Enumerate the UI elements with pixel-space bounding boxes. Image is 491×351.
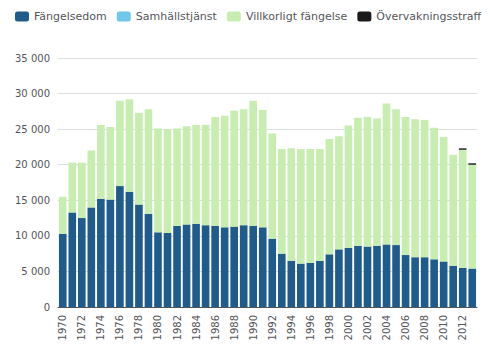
svg-text:Övervakningsstraff: Övervakningsstraff — [376, 10, 481, 23]
svg-text:1988: 1988 — [229, 315, 240, 340]
svg-text:1992: 1992 — [267, 315, 278, 340]
svg-text:1986: 1986 — [210, 315, 221, 340]
svg-text:2010: 2010 — [438, 315, 449, 340]
svg-text:1970: 1970 — [57, 315, 68, 340]
svg-text:Samhällstjänst: Samhällstjänst — [136, 10, 218, 23]
svg-text:25 000: 25 000 — [15, 124, 50, 135]
svg-text:1974: 1974 — [95, 315, 106, 340]
svg-text:2008: 2008 — [419, 315, 430, 340]
svg-text:1978: 1978 — [133, 315, 144, 340]
svg-text:5 000: 5 000 — [21, 266, 50, 277]
svg-text:1990: 1990 — [248, 315, 259, 340]
svg-text:1996: 1996 — [305, 315, 316, 340]
svg-text:1984: 1984 — [191, 315, 202, 340]
svg-text:35 000: 35 000 — [15, 53, 50, 64]
svg-text:0: 0 — [44, 302, 50, 313]
svg-text:2004: 2004 — [381, 315, 392, 340]
svg-text:2006: 2006 — [400, 315, 411, 340]
svg-text:15 000: 15 000 — [15, 195, 50, 206]
svg-text:1982: 1982 — [172, 315, 183, 340]
svg-text:Villkorligt fängelse: Villkorligt fängelse — [246, 10, 348, 23]
svg-text:2012: 2012 — [457, 315, 468, 340]
svg-text:1994: 1994 — [286, 315, 297, 340]
svg-text:2000: 2000 — [343, 315, 354, 340]
svg-text:1998: 1998 — [324, 315, 335, 340]
svg-text:20 000: 20 000 — [15, 159, 50, 170]
svg-text:1976: 1976 — [114, 315, 125, 340]
svg-text:1980: 1980 — [152, 315, 163, 340]
svg-text:30 000: 30 000 — [15, 88, 50, 99]
svg-text:1972: 1972 — [76, 315, 87, 340]
svg-text:10 000: 10 000 — [15, 230, 50, 241]
svg-text:Fängelsedom: Fängelsedom — [34, 10, 107, 23]
svg-text:2002: 2002 — [362, 315, 373, 340]
